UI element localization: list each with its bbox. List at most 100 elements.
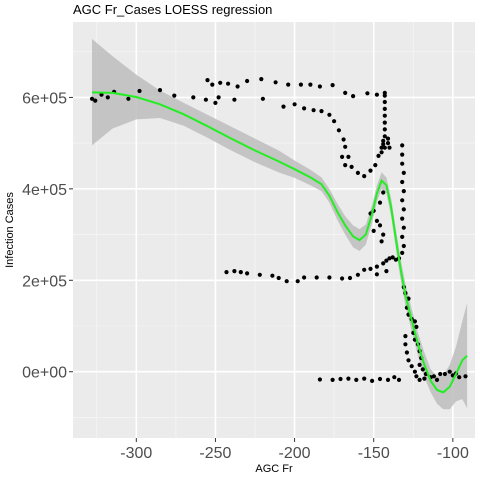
data-point: [89, 96, 95, 101]
data-point: [381, 138, 386, 143]
data-point: [406, 358, 411, 363]
data-point: [343, 90, 348, 95]
data-point: [382, 134, 387, 139]
data-point: [401, 189, 406, 194]
data-point: [314, 275, 319, 280]
data-point: [298, 82, 303, 87]
data-point: [400, 152, 405, 157]
data-point: [340, 154, 345, 159]
data-point: [417, 377, 422, 382]
data-point: [354, 377, 359, 382]
data-point: [379, 150, 384, 155]
data-point: [292, 102, 297, 107]
data-point: [409, 364, 414, 369]
data-point: [362, 376, 367, 381]
grid-minor: [73, 22, 475, 438]
data-point: [385, 377, 391, 382]
data-point: [385, 141, 391, 146]
confidence-band: [92, 38, 468, 410]
data-point: [327, 112, 332, 117]
data-point: [311, 108, 316, 113]
data-point: [302, 275, 307, 280]
data-point: [365, 91, 370, 96]
data-point: [400, 216, 405, 221]
data-point: [93, 98, 98, 103]
data-point: [382, 99, 387, 105]
y-axis-ticks: 0e+00 2e+05 4e+05 6e+05: [22, 90, 73, 382]
data-point: [351, 94, 356, 99]
data-point: [245, 271, 250, 276]
data-point: [412, 319, 417, 324]
data-point: [191, 95, 196, 100]
data-point: [384, 269, 389, 274]
data-point: [400, 179, 405, 185]
data-point: [260, 96, 265, 101]
data-point: [381, 261, 386, 266]
data-point: [463, 374, 468, 379]
data-point: [382, 145, 387, 150]
data-point: [420, 367, 425, 372]
data-point: [232, 269, 237, 274]
data-point: [374, 92, 379, 97]
data-point: [338, 376, 343, 382]
data-point: [377, 223, 383, 228]
data-point: [224, 270, 229, 275]
data-point: [343, 144, 348, 149]
data-point: [400, 250, 405, 255]
data-point: [216, 95, 221, 100]
data-point: [403, 342, 408, 347]
x-tick-label: -250: [199, 445, 231, 462]
data-point: [205, 78, 210, 83]
data-point: [105, 95, 110, 100]
data-point: [270, 273, 275, 278]
data-point: [382, 127, 387, 132]
data-point: [381, 190, 386, 195]
x-tick-label: -150: [358, 445, 390, 462]
data-point: [281, 104, 286, 109]
data-point: [442, 371, 447, 377]
data-point: [371, 228, 376, 233]
loess-fit-line: [91, 91, 468, 394]
data-point: [385, 136, 391, 141]
data-point: [384, 258, 389, 263]
data-point: [213, 100, 218, 105]
data-point: [346, 376, 351, 381]
data-point: [343, 163, 348, 168]
data-point: [327, 275, 332, 280]
x-tick-label: -100: [437, 445, 469, 462]
data-point: [374, 264, 379, 269]
data-point: [401, 243, 406, 249]
data-point: [412, 369, 417, 374]
data-point: [379, 239, 384, 244]
y-tick-label: 4e+05: [22, 182, 67, 199]
data-point: [273, 80, 278, 85]
data-point: [381, 142, 386, 147]
y-axis-title: Infection Cases: [4, 192, 16, 268]
data-point: [286, 82, 291, 87]
data-point: [393, 257, 398, 262]
data-point: [332, 119, 337, 124]
data-point: [157, 88, 163, 93]
data-point: [355, 170, 360, 175]
data-point: [295, 279, 300, 284]
data-point: [259, 77, 264, 82]
data-point: [400, 234, 405, 239]
data-point: [381, 232, 386, 237]
data-point: [330, 83, 335, 88]
data-point: [317, 377, 322, 382]
data-point: [401, 170, 406, 175]
data-point: [417, 362, 422, 367]
x-axis-title: AGC Fr: [255, 463, 293, 475]
data-point: [308, 82, 313, 87]
x-tick-label: -300: [120, 445, 152, 462]
data-point: [126, 96, 131, 101]
data-point: [284, 279, 289, 284]
data-point: [431, 374, 436, 379]
data-point: [349, 164, 354, 169]
data-point: [257, 272, 262, 277]
data-point: [447, 369, 452, 374]
data-point: [400, 143, 405, 148]
data-point: [373, 163, 378, 168]
data-point: [392, 375, 397, 380]
data-point: [374, 272, 379, 277]
